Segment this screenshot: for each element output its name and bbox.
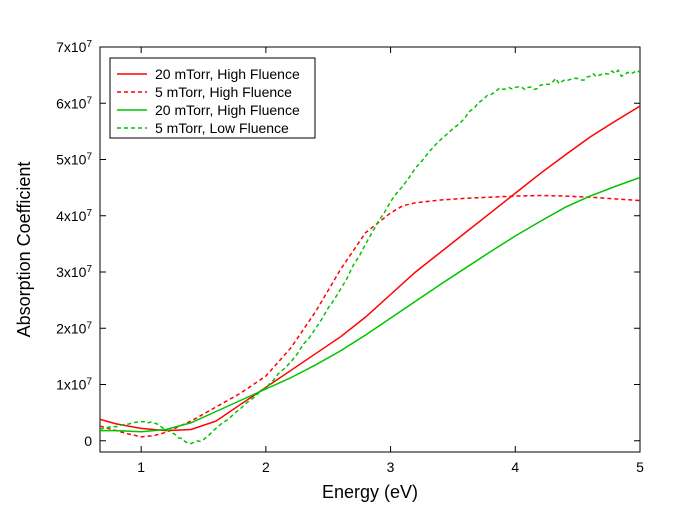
series-line-0: [100, 106, 640, 431]
x-tick-label: 5: [636, 459, 644, 475]
y-tick-label: 5x107: [56, 151, 92, 168]
y-tick-label: 0: [84, 433, 92, 449]
absorption-chart: 1 2 3 4 5 0 1x107 2x107 3x107 4x107 5x107 6x107 7x10…: [0, 0, 685, 529]
legend-label-3: 5 mTorr, Low Fluence: [155, 120, 289, 136]
chart-container: 1 2 3 4 5 0 1x107 2x107 3x107 4x107 5x107 6x107 7x10…: [0, 0, 685, 529]
x-tick-label: 2: [262, 459, 270, 475]
y-tick-label: 2x107: [56, 320, 92, 337]
x-tick-label: 3: [387, 459, 395, 475]
legend-label-1: 5 mTorr, High Fluence: [155, 84, 292, 100]
y-axis-label: Absorption Coefficient: [14, 162, 34, 338]
series-line-1: [100, 196, 640, 437]
y-tick-label: 3x107: [56, 264, 92, 281]
y-tick-label: 7x107: [56, 39, 92, 56]
y-tick-label: 1x107: [56, 376, 92, 393]
x-tick-label: 4: [511, 459, 519, 475]
legend-label-2: 20 mTorr, High Fluence: [155, 102, 300, 118]
legend-label-0: 20 mTorr, High Fluence: [155, 66, 300, 82]
y-tick-label: 6x107: [56, 95, 92, 112]
series-line-2: [100, 178, 640, 432]
x-tick-label: 1: [137, 459, 145, 475]
y-tick-label: 4x107: [56, 207, 92, 224]
x-axis-label: Energy (eV): [322, 482, 418, 502]
